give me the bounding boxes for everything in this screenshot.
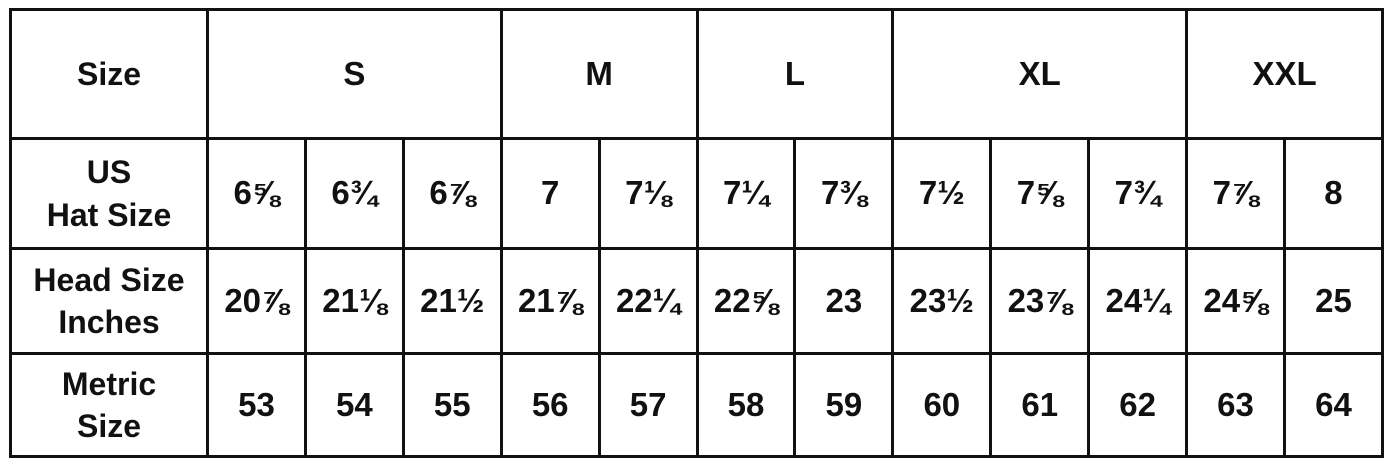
us-hat-size-row: US Hat Size 6⅝ 6¾ 6⅞ 7 7⅛ 7¼ 7⅜ 7½ 7⅝ 7¾ 7⅞ 8: [9, 137, 1385, 250]
table-cell: 63: [1185, 352, 1286, 458]
table-cell: 22⅝: [695, 247, 797, 355]
table-cell: 6⅝: [206, 137, 307, 250]
table-cell: 23: [793, 247, 895, 355]
table-cell: 59: [793, 352, 895, 458]
row-label-line: Metric: [61, 365, 157, 402]
table-cell: 7¾: [1087, 137, 1189, 250]
table-cell: 23⅞: [989, 247, 1091, 355]
table-cell: 53: [206, 352, 307, 458]
table-cell: 64: [1282, 352, 1385, 458]
head-size-inches-row: Head Size Inches 20⅞ 21⅛ 21½ 21⅞ 22¼ 22⅝ 23 23½ 23…: [9, 247, 1385, 355]
table-cell: 8: [1282, 137, 1385, 250]
table-cell: 57: [597, 352, 699, 458]
table-cell: 62: [1087, 352, 1189, 458]
row-label-line: US: [86, 154, 132, 191]
size-group-l: L: [695, 8, 895, 140]
table-cell: 7¼: [695, 137, 797, 250]
table-cell: 23½: [891, 247, 993, 355]
table-cell: 24¼: [1087, 247, 1189, 355]
table-cell: 7⅝: [989, 137, 1091, 250]
table-cell: 25: [1282, 247, 1385, 355]
size-header-row: Size S M L XL XXL: [9, 8, 1384, 140]
table-cell: 58: [695, 352, 797, 458]
table-cell: 7½: [891, 137, 993, 250]
table-cell: 6¾: [303, 137, 405, 250]
table-cell: 20⅞: [206, 247, 307, 355]
size-group-xl: XL: [891, 8, 1189, 140]
size-group-m: M: [499, 8, 699, 140]
row-label-line: Size: [76, 408, 142, 444]
table-cell: 60: [891, 352, 993, 458]
row-label: US Hat Size: [9, 137, 209, 250]
row-label-line: Inches: [58, 304, 160, 340]
row-label: Head Size Inches: [9, 247, 209, 355]
table-cell: 7⅞: [1185, 137, 1286, 250]
row-label-line: Hat Size: [46, 196, 172, 233]
size-group-xxl: XXL: [1185, 8, 1384, 140]
table-cell: 21⅛: [303, 247, 405, 355]
row-label: Metric Size: [9, 352, 209, 458]
row-label-line: Head Size: [33, 261, 185, 298]
table-cell: 21⅞: [499, 247, 601, 355]
hat-size-chart: Size S M L XL XXL US Hat Size 6⅝ 6¾ 6⅞ 7 7⅛ 7¼ 7⅜ 7½ 7…: [9, 8, 1385, 458]
table-cell: 24⅝: [1185, 247, 1286, 355]
table-cell: 54: [303, 352, 405, 458]
size-group-s: S: [206, 8, 503, 140]
table-cell: 56: [499, 352, 601, 458]
metric-size-row: Metric Size 53 54 55 56 57 58 59 60 61 62 63 64: [9, 352, 1385, 458]
table-cell: 61: [989, 352, 1091, 458]
table-cell: 7⅜: [793, 137, 895, 250]
size-label: Size: [9, 8, 209, 140]
table-cell: 55: [401, 352, 503, 458]
table-cell: 21½: [401, 247, 503, 355]
table-cell: 7: [499, 137, 601, 250]
table-cell: 6⅞: [401, 137, 503, 250]
table-cell: 7⅛: [597, 137, 699, 250]
table-cell: 22¼: [597, 247, 699, 355]
